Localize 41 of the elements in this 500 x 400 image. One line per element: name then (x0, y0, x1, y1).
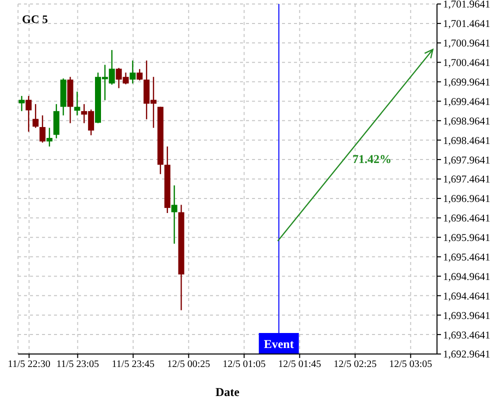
y-tick-label: 1,697.9641 (443, 155, 490, 166)
y-tick-label: 1,701.9641 (443, 0, 490, 11)
candlestick (53, 104, 60, 139)
candlestick (32, 104, 39, 128)
candlestick (74, 91, 80, 116)
y-tick-label: 1,700.9641 (443, 38, 490, 50)
text: GC 5 (22, 14, 48, 26)
y-tick-label: 1,694.4641 (443, 291, 490, 302)
y-tick-label: 1,692.9641 (443, 350, 490, 361)
y-tick-label: 1,697.4641 (443, 174, 490, 186)
y-tick-label: 1,699.4641 (443, 96, 490, 108)
y-tick-label: 1,694.9641 (443, 272, 490, 283)
candlestick (40, 114, 46, 144)
x-tick-label: 11/5 23:05 (56, 359, 100, 370)
y-tick-label: 1,701.4641 (443, 19, 490, 30)
y-tick-label: 1,696.4641 (443, 214, 490, 225)
x-axis-title: Date (216, 385, 240, 399)
x-tick-label: 11/5 23:45 (112, 359, 154, 370)
y-tick-label: 1,695.9641 (443, 233, 490, 244)
candlestick (130, 60, 136, 84)
x-tick-label: 12/5 01:45 (278, 359, 322, 370)
candlestick (46, 127, 52, 148)
candlestick (171, 184, 178, 244)
x-tick-label: 12/5 03:05 (389, 359, 432, 370)
x-tick-label: 11/5 22:30 (8, 359, 50, 370)
x-tick-label: 12/5 01:05 (222, 359, 266, 370)
y-tick-label: 1,698.9641 (443, 116, 490, 128)
y-tick-label: 1,698.4641 (443, 136, 490, 147)
x-tick-label: 12/5 02:25 (334, 359, 377, 370)
candlestick (18, 95, 25, 112)
ref-line-label: Event (264, 337, 294, 351)
y-tick-label: 1,696.9641 (443, 194, 490, 206)
candlestick (26, 95, 32, 132)
y-tick-label: 1,700.4641 (443, 58, 490, 70)
y-tick-label: 1,699.9641 (443, 78, 490, 89)
y-tick-label: 1,693.9641 (443, 310, 490, 322)
x-tick-label: 12/5 00:25 (167, 359, 210, 370)
candlestick (136, 68, 143, 81)
annotation: 71.42% (352, 152, 392, 166)
y-tick-label: 1,695.4641 (443, 252, 490, 264)
y-tick-label: 1,693.4641 (443, 330, 490, 342)
